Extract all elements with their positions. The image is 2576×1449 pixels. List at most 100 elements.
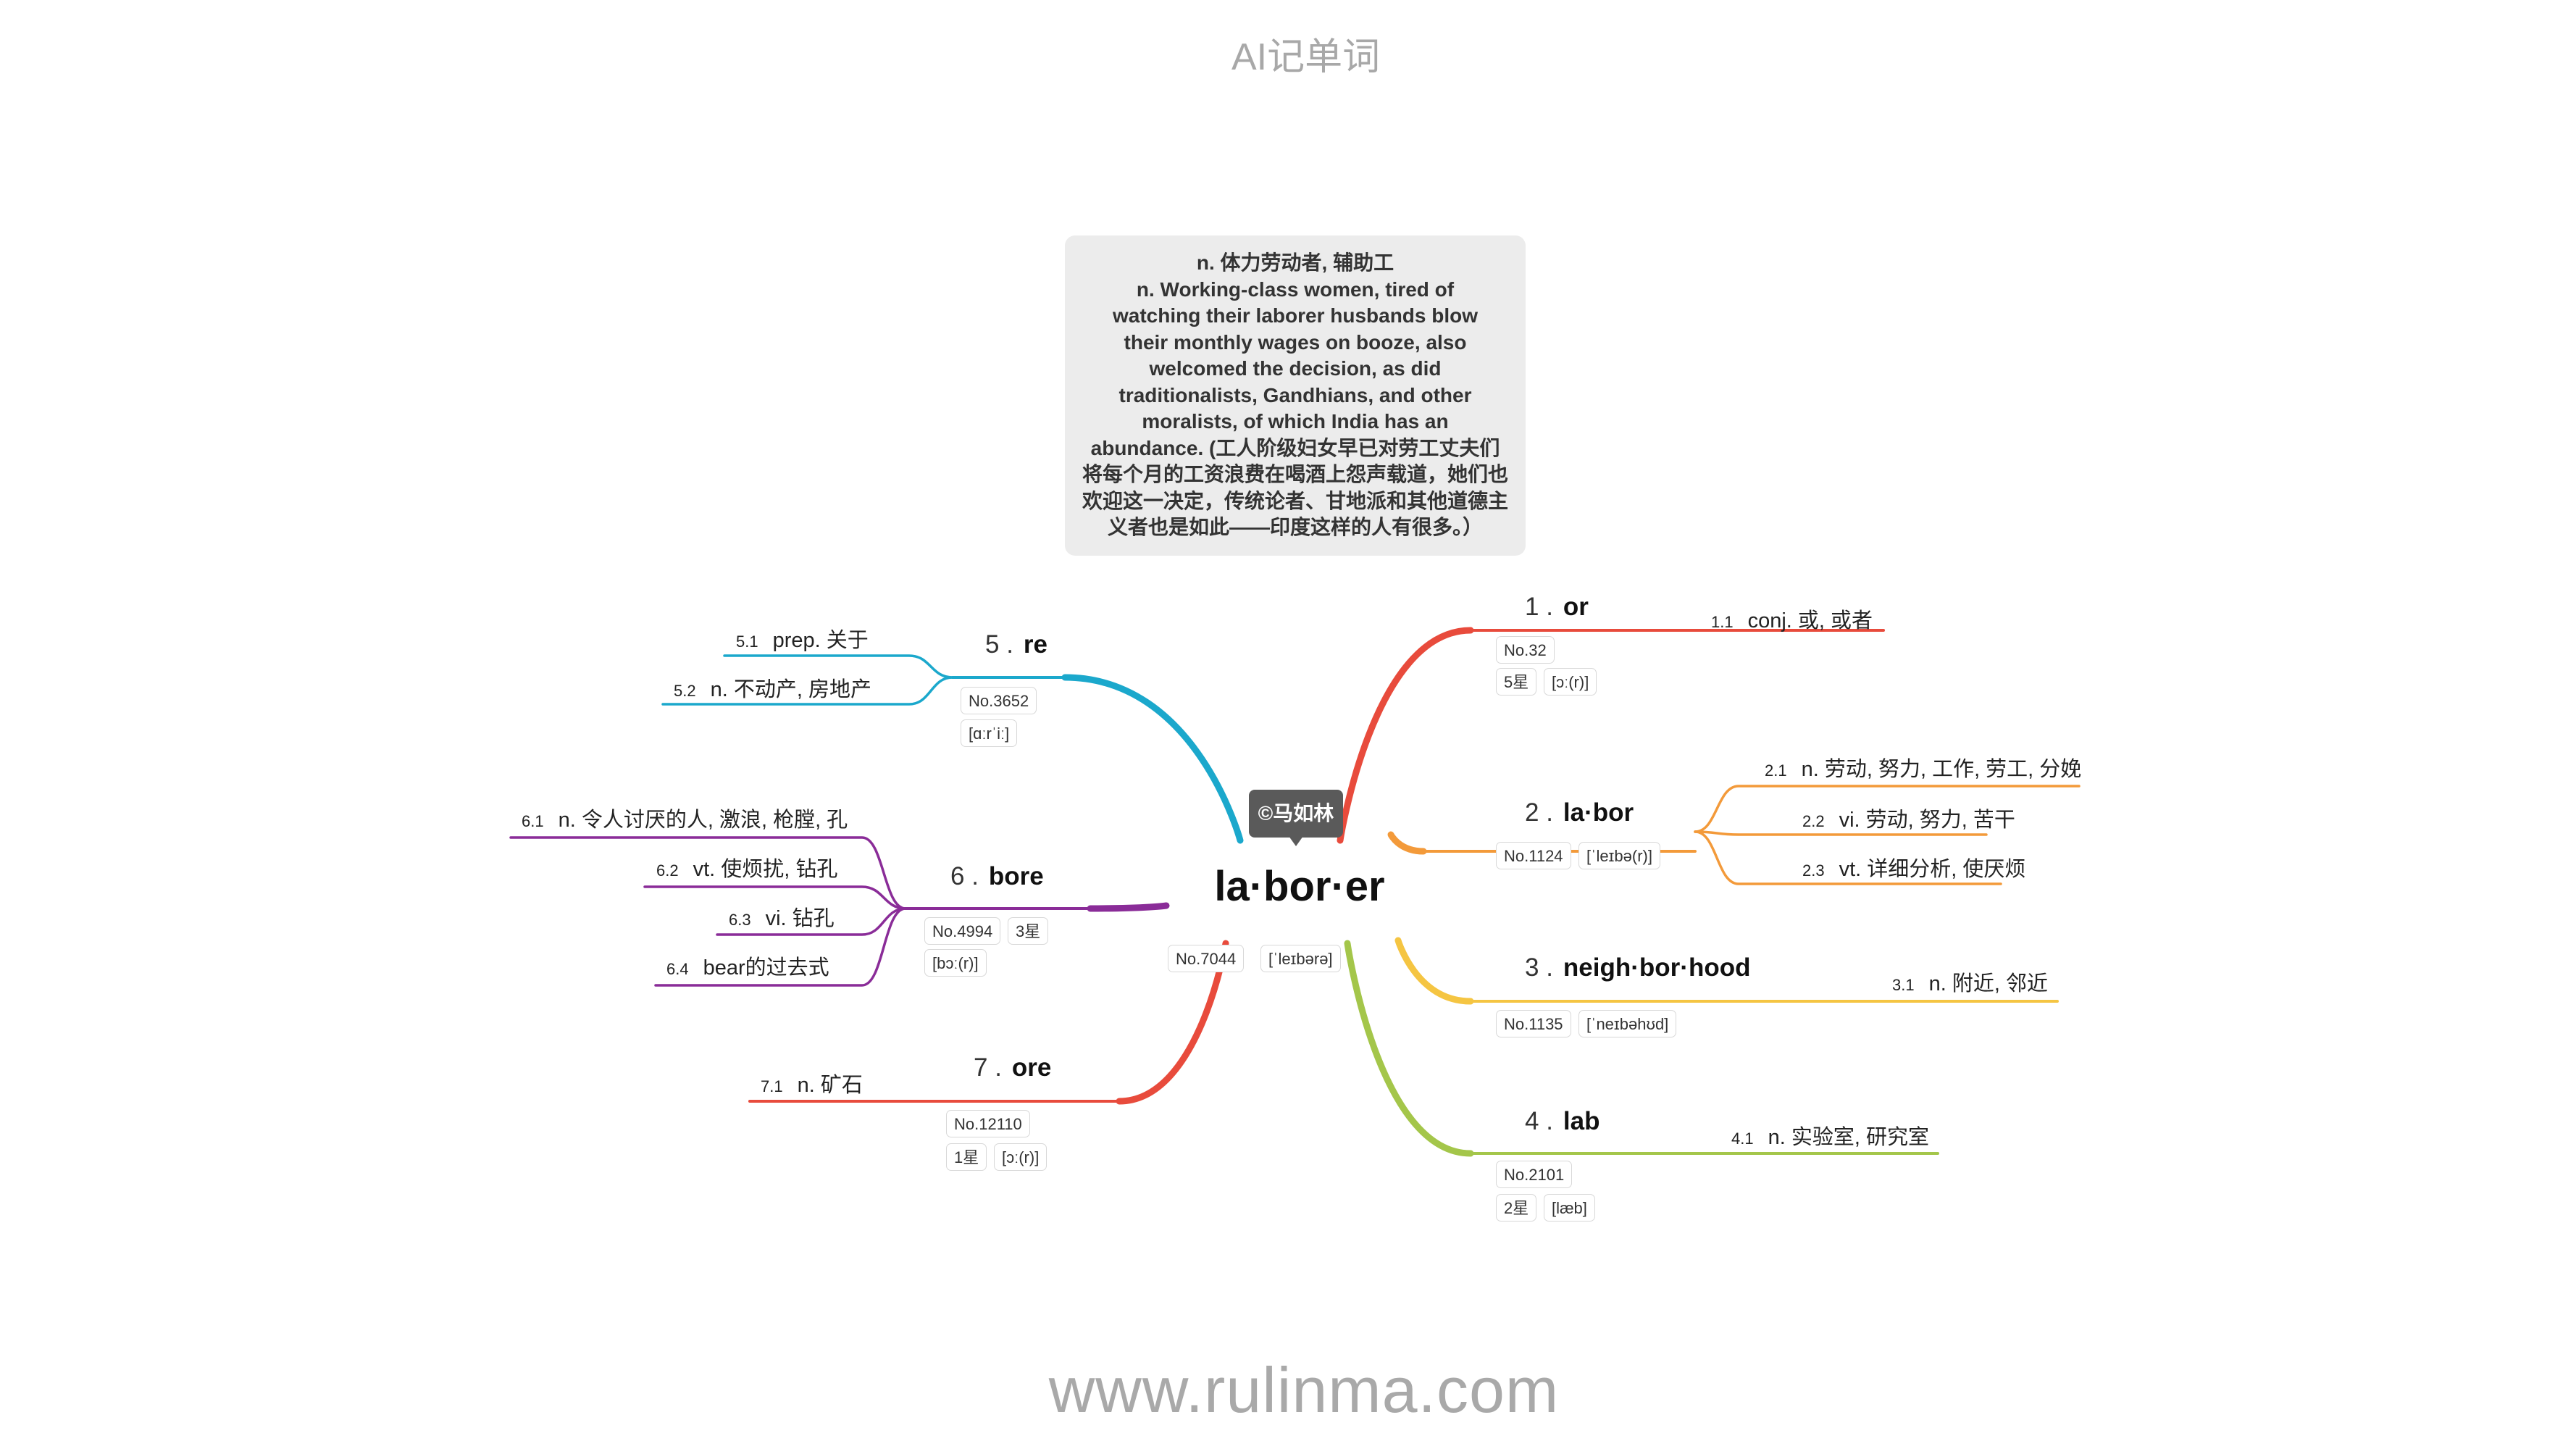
branch-tag: [ɑːrˈiː] [961, 719, 1018, 747]
sense-number: 6.3 [729, 911, 751, 929]
sense-line [1694, 830, 1988, 836]
branch-word[interactable]: or [1563, 593, 1589, 621]
branch-word[interactable]: lab [1563, 1107, 1600, 1135]
sense-item[interactable]: 6.1 n. 令人讨厌的人, 激浪, 枪膛, 孔 [522, 803, 848, 833]
sense-number: 3.1 [1892, 976, 1915, 994]
sense-number: 5.2 [674, 682, 696, 700]
branch-curve [1344, 940, 1474, 1157]
sense-number: 2.3 [1802, 861, 1825, 880]
branch-header-neighborhood[interactable]: 3 . neigh·bor·hood [1525, 953, 1750, 982]
sense-item[interactable]: 1.1 conj. 或, 或者 [1711, 604, 1873, 634]
sense-text: vi. 钻孔 [765, 907, 835, 930]
branch-tag: [ɔː(r)] [994, 1143, 1047, 1171]
sense-item[interactable]: 5.2 n. 不动产, 房地产 [674, 672, 871, 703]
sense-text: n. 令人讨厌的人, 激浪, 枪膛, 孔 [558, 809, 848, 832]
branch-word[interactable]: re [1023, 630, 1048, 659]
branch-tag: No.32 [1496, 636, 1555, 664]
definition-line: abundance. (工人阶级妇女早已对劳工丈夫们 [1090, 436, 1500, 459]
sense-text: vt. 使烦扰, 钻孔 [693, 858, 838, 881]
branch-curve [1337, 627, 1474, 844]
branch-header-lab[interactable]: 4 . lab [1525, 1107, 1600, 1136]
definition-line: welcomed the decision, as did [1149, 357, 1442, 380]
branch-number: 7 . [974, 1053, 1002, 1082]
sense-item[interactable]: 2.3 vt. 详细分析, 使厌烦 [1802, 852, 2025, 882]
branch-curve [1061, 674, 1244, 844]
author-badge: ©马如林 [1249, 790, 1343, 846]
branch-tag: 1星 [946, 1143, 987, 1171]
branch-header-ore[interactable]: 7 . ore [974, 1053, 1051, 1082]
definition-line: 将每个月的工资浪费在喝酒上怨声载道，她们也 [1082, 463, 1508, 485]
branch-header-labor[interactable]: 2 . la·bor [1525, 798, 1634, 827]
branch-curve [1087, 902, 1170, 912]
definition-line: 欢迎这一决定，传统论者、甘地派和其他道德主 [1082, 489, 1508, 512]
sense-number: 6.1 [522, 812, 544, 830]
branch-tag: No.1135 [1496, 1010, 1571, 1037]
sense-item[interactable]: 5.1 prep. 关于 [736, 623, 869, 653]
sense-item[interactable]: 2.1 n. 劳动, 努力, 工作, 劳工, 分娩 [1765, 752, 2081, 782]
sense-line [643, 885, 907, 910]
sense-number: 5.1 [736, 632, 758, 651]
center-phonetic-tag: [ˈleɪbərə] [1260, 945, 1341, 972]
branch-tag: 5星 [1496, 668, 1537, 696]
sense-line [1694, 830, 2002, 885]
definition-line: moralists, of which India has an [1142, 410, 1449, 433]
branch-tag: No.12110 [946, 1110, 1030, 1137]
sense-item[interactable]: 7.1 n. 矿石 [761, 1068, 863, 1098]
branch-tag: No.4994 [924, 917, 1001, 945]
sense-number: 4.1 [1731, 1129, 1754, 1148]
sense-number: 6.2 [656, 861, 679, 880]
sense-item[interactable]: 3.1 n. 附近, 邻近 [1892, 966, 2048, 997]
sense-text: vt. 详细分析, 使厌烦 [1839, 858, 2026, 881]
definition-line: n. 体力劳动者, 辅助工 [1196, 251, 1394, 274]
branch-tag: 3星 [1008, 917, 1049, 945]
sense-text: n. 劳动, 努力, 工作, 劳工, 分娩 [1801, 758, 2082, 781]
definition-box: n. 体力劳动者, 辅助工 n. Working-class women, ti… [1065, 235, 1526, 556]
branch-tag: [læb] [1544, 1194, 1595, 1222]
branch-word[interactable]: neigh·bor·hood [1563, 953, 1751, 982]
branch-header-or[interactable]: 1 . or [1525, 593, 1589, 622]
sense-line [716, 907, 907, 936]
branch-word[interactable]: la·bor [1563, 798, 1634, 827]
branch-header-re[interactable]: 5 . re [985, 630, 1047, 659]
center-number-tag: No.7044 [1168, 945, 1245, 972]
sense-line [509, 836, 907, 910]
branch-header-bore[interactable]: 6 . bore [950, 862, 1044, 891]
sense-number: 1.1 [1711, 613, 1734, 631]
branch-number: 4 . [1525, 1107, 1553, 1135]
branch-word[interactable]: ore [1011, 1053, 1052, 1082]
branch-tag: [bɔː(r)] [924, 949, 987, 977]
sense-line [723, 654, 954, 679]
definition-line: n. Working-class women, tired of [1136, 277, 1455, 301]
sense-text: n. 矿石 [797, 1074, 863, 1097]
sense-text: n. 附近, 邻近 [1928, 972, 2048, 995]
branch-number: 2 . [1525, 798, 1553, 827]
branch-curve [1394, 937, 1474, 1005]
sense-line [1694, 785, 2081, 833]
sense-item[interactable]: 6.4 bear的过去式 [666, 951, 829, 981]
branch-tag: [ɔː(r)] [1544, 668, 1597, 696]
sense-item[interactable]: 4.1 n. 实验室, 研究室 [1731, 1120, 1929, 1151]
branch-tag: [ˈneɪbəhʊd] [1578, 1010, 1677, 1037]
sense-number: 7.1 [761, 1077, 783, 1095]
app-title: AI记单词 [1231, 36, 1381, 78]
sense-line [654, 907, 907, 987]
sense-text: n. 实验室, 研究室 [1768, 1126, 1929, 1149]
definition-line: their monthly wages on booze, also [1124, 330, 1467, 354]
branch-tag: [ˈleɪbə(r)] [1578, 842, 1660, 869]
sense-text: bear的过去式 [703, 956, 829, 980]
branch-word[interactable]: bore [988, 862, 1044, 890]
branch-number: 5 . [985, 630, 1013, 659]
sense-text: conj. 或, 或者 [1747, 609, 1873, 632]
branch-tag: No.2101 [1496, 1161, 1573, 1188]
sense-number: 6.4 [666, 960, 689, 978]
sense-text: n. 不动产, 房地产 [710, 678, 871, 701]
sense-line [661, 676, 954, 706]
sense-item[interactable]: 2.2 vi. 劳动, 努力, 苦干 [1802, 803, 2015, 833]
center-word[interactable]: la·bor·er [1214, 863, 1385, 910]
sense-item[interactable]: 6.2 vt. 使烦扰, 钻孔 [656, 852, 837, 882]
branch-tag: No.1124 [1496, 842, 1571, 869]
sense-text: vi. 劳动, 努力, 苦干 [1839, 809, 2015, 832]
sense-item[interactable]: 6.3 vi. 钻孔 [729, 901, 835, 932]
